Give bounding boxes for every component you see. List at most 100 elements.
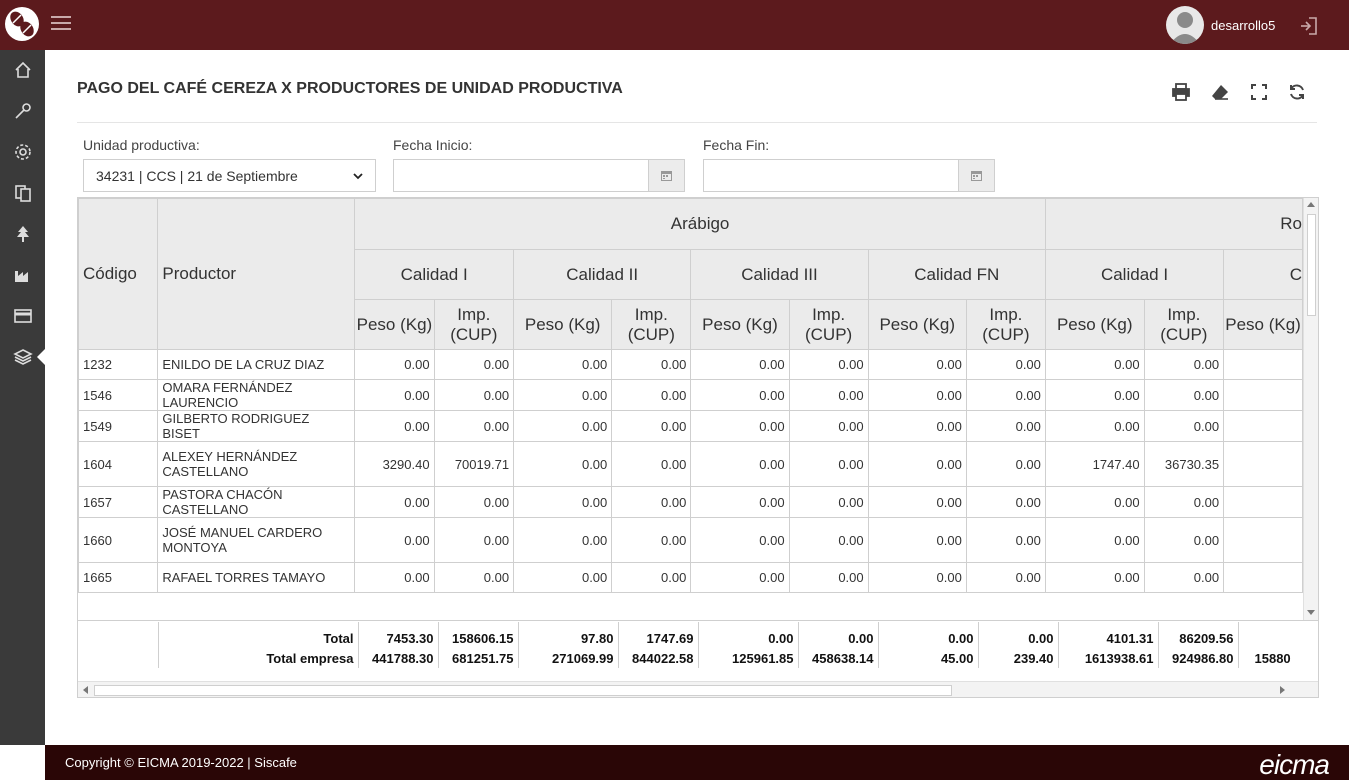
table-row[interactable]: 1660 JOSÉ MANUEL CARDERO MONTOYA 0.00 0.00 0… <box>78 517 1303 563</box>
home-icon[interactable] <box>0 50 45 90</box>
layers-icon[interactable] <box>0 337 45 377</box>
title-divider <box>77 122 1317 123</box>
value-cell: 0.00 <box>611 379 692 411</box>
menu-toggle-icon[interactable] <box>51 16 71 32</box>
print-icon[interactable] <box>1171 82 1191 107</box>
scroll-right-icon[interactable] <box>1280 686 1285 694</box>
value-cell: 0.00 <box>354 349 435 380</box>
copyright-text: Copyright © EICMA 2019-2022 | Siscafe <box>65 755 297 770</box>
eraser-icon[interactable] <box>1210 82 1230 107</box>
total-value: 924986.80 <box>1157 648 1238 668</box>
value-cell: 0.00 <box>1143 517 1225 563</box>
username-label[interactable]: desarrollo5 <box>1211 18 1276 33</box>
logout-icon[interactable] <box>1298 15 1320 37</box>
imp-cup-header: Imp. (CUP) <box>788 299 869 350</box>
value-cell: 0.00 <box>1044 486 1145 518</box>
value-cell: 0.00 <box>513 379 613 411</box>
fecha-fin-calendar-button[interactable] <box>958 159 995 192</box>
total-row: Total 7453.30 158606.15 97.80 1747.69 0.00 0.0… <box>78 622 1318 648</box>
value-cell: 0.00 <box>788 517 869 563</box>
value-cell: 0.00 <box>788 441 869 487</box>
value-cell: 0.00 <box>611 562 692 593</box>
table-row[interactable]: 1546 OMARA FERNÁNDEZ LAURENCIO 0.00 0.00 0.0… <box>78 379 1303 411</box>
table-row[interactable]: 1604 ALEXEY HERNÁNDEZ CASTELLANO 3290.40 70… <box>78 441 1303 487</box>
fullscreen-icon[interactable] <box>1249 82 1269 107</box>
fecha-fin-input[interactable] <box>703 159 960 192</box>
vertical-scrollbar[interactable] <box>1303 198 1318 620</box>
value-cell: 0.00 <box>513 410 613 442</box>
avatar[interactable] <box>1166 6 1204 44</box>
value-cell: 0.00 <box>965 486 1046 518</box>
value-cell-cut <box>1223 441 1303 487</box>
table-row[interactable]: 1657 PASTORA CHACÓN CASTELLANO 0.00 0.00 0.0… <box>78 486 1303 518</box>
value-cell: 0.00 <box>354 562 435 593</box>
fecha-fin-label: Fecha Fin: <box>703 137 770 153</box>
scroll-left-icon[interactable] <box>83 686 88 694</box>
peso-kg-header: Peso (Kg) <box>867 299 967 350</box>
imp-cup-header: Imp. (CUP) <box>433 299 515 350</box>
peso-kg-header: Peso (Kg) <box>1044 299 1145 350</box>
robusta-calidad-2-header: C <box>1223 249 1303 300</box>
totals-spacer <box>78 622 158 648</box>
value-cell-cut <box>1223 349 1303 380</box>
table-scroll-area[interactable]: Código Productor Arábigo Ro Calidad I Ca… <box>78 198 1303 620</box>
value-cell: 0.00 <box>867 349 967 380</box>
horizontal-scroll-thumb[interactable] <box>94 685 952 696</box>
total-value: 441788.30 <box>357 648 438 668</box>
value-cell: 0.00 <box>1044 349 1145 380</box>
wrench-icon[interactable] <box>0 91 45 131</box>
value-cell: 0.00 <box>788 562 869 593</box>
scroll-down-icon[interactable] <box>1307 610 1315 615</box>
page-title: PAGO DEL CAFÉ CEREZA X PRODUCTORES DE UN… <box>77 80 623 97</box>
vertical-scroll-thumb[interactable] <box>1307 214 1316 316</box>
documents-icon[interactable] <box>0 173 45 213</box>
card-icon[interactable] <box>0 296 45 336</box>
coffee-logo-icon[interactable] <box>4 6 40 42</box>
totals-spacer <box>78 648 158 668</box>
value-cell: 0.00 <box>611 517 692 563</box>
calidad-1-header: Calidad I <box>354 249 515 300</box>
value-cell: 70019.71 <box>433 441 515 487</box>
total-value: 271069.99 <box>517 648 618 668</box>
value-cell-cut <box>1223 562 1303 593</box>
scroll-up-icon[interactable] <box>1307 202 1315 207</box>
fecha-inicio-calendar-button[interactable] <box>648 159 685 192</box>
factory-icon[interactable] <box>0 255 45 295</box>
total-value: 458638.14 <box>797 648 878 668</box>
value-cell: 0.00 <box>965 349 1046 380</box>
horizontal-scrollbar[interactable] <box>78 681 1318 697</box>
unidad-select[interactable]: 34231 | CCS | 21 de Septiembre <box>83 159 376 192</box>
gear-icon[interactable] <box>0 132 45 172</box>
col-productor-header[interactable]: Productor <box>157 198 356 350</box>
total-value: 0.00 <box>697 622 798 648</box>
table-row[interactable]: 1232 ENILDO DE LA CRUZ DIAZ 0.00 0.00 0.00 0.… <box>78 349 1303 380</box>
robusta-calidad-1-header: Calidad I <box>1044 249 1225 300</box>
tree-icon[interactable] <box>0 214 45 254</box>
codigo-cell: 1549 <box>78 410 159 442</box>
total-value: 4101.31 <box>1057 622 1158 648</box>
value-cell: 0.00 <box>513 562 613 593</box>
fecha-inicio-label: Fecha Inicio: <box>393 137 473 153</box>
productor-cell: ALEXEY HERNÁNDEZ CASTELLANO <box>157 441 356 487</box>
group-robusta-header: Ro <box>1044 198 1303 250</box>
value-cell: 0.00 <box>690 410 790 442</box>
refresh-icon[interactable] <box>1287 82 1307 107</box>
value-cell: 0.00 <box>354 517 435 563</box>
col-codigo-header[interactable]: Código <box>78 198 159 350</box>
table-row[interactable]: 1549 GILBERTO RODRIGUEZ BISET 0.00 0.00 0.00… <box>78 410 1303 442</box>
value-cell: 0.00 <box>965 441 1046 487</box>
productor-cell: OMARA FERNÁNDEZ LAURENCIO <box>157 379 356 411</box>
table-row[interactable]: 1665 RAFAEL TORRES TAMAYO 0.00 0.00 0.00 0.00… <box>78 562 1303 593</box>
value-cell: 0.00 <box>433 379 515 411</box>
total-value: 97.80 <box>517 622 618 648</box>
total-value: 158606.15 <box>437 622 518 648</box>
codigo-cell: 1232 <box>78 349 159 380</box>
codigo-cell: 1657 <box>78 486 159 518</box>
group-arabigo-header: Arábigo <box>354 198 1046 250</box>
fecha-inicio-input[interactable] <box>393 159 650 192</box>
calendar-icon <box>661 171 672 181</box>
total-value: 45.00 <box>877 648 978 668</box>
value-cell: 0.00 <box>867 379 967 411</box>
value-cell: 0.00 <box>690 349 790 380</box>
value-cell: 0.00 <box>1044 562 1145 593</box>
